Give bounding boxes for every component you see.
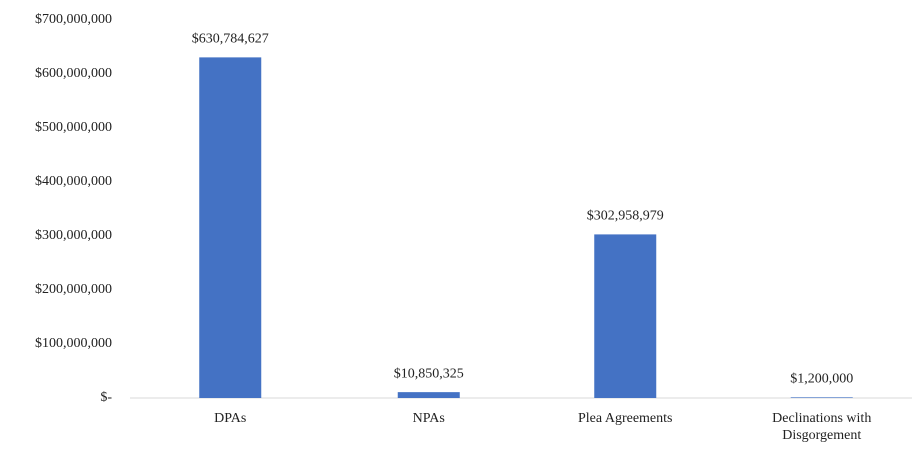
x-tick-label: Plea Agreements (578, 411, 673, 426)
y-tick-label: $- (100, 390, 112, 405)
data-label: $302,958,979 (587, 209, 664, 224)
bar (790, 397, 853, 398)
y-tick-label: $400,000,000 (35, 174, 112, 189)
data-label: $10,850,325 (394, 366, 464, 381)
bar (397, 392, 460, 398)
y-tick-label: $500,000,000 (35, 120, 112, 135)
y-tick-label: $300,000,000 (35, 228, 112, 243)
y-tick-label: $600,000,000 (35, 66, 112, 81)
y-tick-label: $700,000,000 (35, 12, 112, 27)
x-tick-label: DPAs (214, 411, 247, 426)
bar (594, 234, 657, 398)
y-tick-label: $200,000,000 (35, 282, 112, 297)
data-label: $630,784,627 (192, 32, 269, 47)
x-tick-label: NPAs (412, 411, 445, 426)
bar (199, 57, 262, 398)
x-tick-label: Declinations with Disgorgement (772, 411, 872, 443)
y-tick-label: $100,000,000 (35, 336, 112, 351)
data-label: $1,200,000 (790, 372, 853, 387)
